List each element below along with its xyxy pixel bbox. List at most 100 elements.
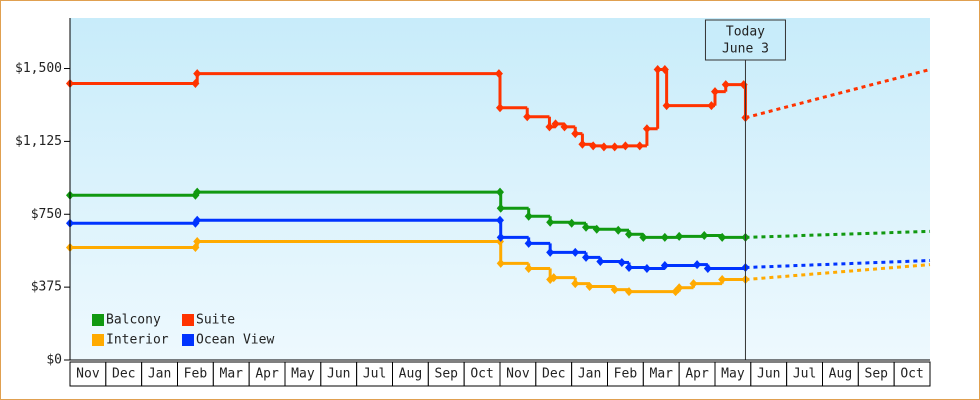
y-tick-label: $1,125 <box>15 134 62 149</box>
today-label: Today <box>726 25 765 40</box>
forecast-line <box>745 259 931 270</box>
point <box>496 103 504 113</box>
x-tick-label: Jan <box>148 367 171 382</box>
legend-label: Ocean View <box>196 333 274 348</box>
point <box>675 283 684 293</box>
point <box>549 273 558 283</box>
x-tick-label: Feb <box>184 367 208 382</box>
point <box>653 64 662 74</box>
x-tick-label: May <box>721 367 745 382</box>
month-cell <box>786 361 824 387</box>
point <box>711 87 719 97</box>
point <box>662 101 671 111</box>
forecast-line <box>745 263 931 282</box>
month-cell <box>499 361 537 387</box>
point <box>496 187 504 197</box>
point <box>193 69 202 79</box>
x-tick-label: May <box>291 367 315 382</box>
point <box>585 282 594 292</box>
point <box>621 141 630 151</box>
point <box>523 112 532 122</box>
month-cell <box>248 361 286 387</box>
point <box>546 217 555 227</box>
x-tick-label: Aug <box>399 367 422 382</box>
point <box>496 215 504 225</box>
month-cell <box>427 361 465 387</box>
y-tick-label: $375 <box>31 280 62 295</box>
month-cell <box>857 361 895 387</box>
month-cell <box>320 361 358 387</box>
x-tick-label: Feb <box>614 367 638 382</box>
point <box>496 203 505 213</box>
x-tick-label: Nov <box>506 367 530 382</box>
point <box>496 232 505 242</box>
month-cell <box>607 361 644 387</box>
point <box>596 256 605 266</box>
point <box>610 142 619 152</box>
point <box>718 232 727 242</box>
point <box>614 225 623 235</box>
x-tick-label: Oct <box>470 367 493 382</box>
x-tick-label: Dec <box>112 367 135 382</box>
x-tick-label: Mar <box>220 367 244 382</box>
today-box <box>704 19 786 61</box>
point <box>524 263 533 273</box>
legend-swatch <box>92 334 104 346</box>
point <box>693 260 702 270</box>
legend-swatch <box>182 314 194 326</box>
today-label: June 3 <box>722 42 769 57</box>
point <box>642 124 651 134</box>
point <box>599 142 608 152</box>
point <box>718 275 727 285</box>
point <box>578 139 587 149</box>
x-tick-label: Apr <box>685 367 709 382</box>
month-cell <box>284 361 322 387</box>
point <box>571 279 580 289</box>
x-tick-label: Mar <box>650 367 674 382</box>
x-tick-label: Oct <box>900 367 923 382</box>
point <box>635 141 644 151</box>
point <box>560 122 569 132</box>
x-tick-label: Sep <box>865 367 889 382</box>
point <box>589 141 598 151</box>
x-tick-label: Sep <box>435 367 459 382</box>
point <box>496 258 505 268</box>
point <box>660 232 669 242</box>
point <box>689 279 698 289</box>
point <box>625 263 633 273</box>
point <box>642 263 651 273</box>
point <box>567 218 576 228</box>
month-cell <box>822 361 859 387</box>
y-tick-label: $750 <box>31 207 62 222</box>
point <box>721 80 730 90</box>
forecast-line <box>745 229 931 239</box>
x-tick-label: Jun <box>327 367 350 382</box>
month-cell <box>463 361 501 387</box>
month-cell <box>69 361 107 387</box>
legend-label: Balcony <box>106 313 161 328</box>
month-cell <box>714 361 752 387</box>
point <box>193 236 202 246</box>
x-tick-label: Nov <box>76 367 100 382</box>
point <box>703 263 712 273</box>
y-tick-label: $1,500 <box>15 61 62 76</box>
x-tick-label: Aug <box>829 367 852 382</box>
point <box>617 257 626 267</box>
x-tick-label: Jul <box>793 367 816 382</box>
month-cell <box>893 361 931 387</box>
y-tick-label: $0 <box>46 353 62 368</box>
point <box>625 229 633 239</box>
x-tick-label: Jun <box>757 367 780 382</box>
x-tick-label: Dec <box>542 367 565 382</box>
point <box>524 211 533 221</box>
point <box>191 78 200 88</box>
point <box>625 287 633 297</box>
point <box>494 69 503 79</box>
month-cell <box>678 361 716 387</box>
month-cell <box>212 361 250 387</box>
point <box>551 119 560 129</box>
legend-swatch <box>92 314 104 326</box>
point <box>639 232 648 242</box>
point <box>571 129 580 139</box>
